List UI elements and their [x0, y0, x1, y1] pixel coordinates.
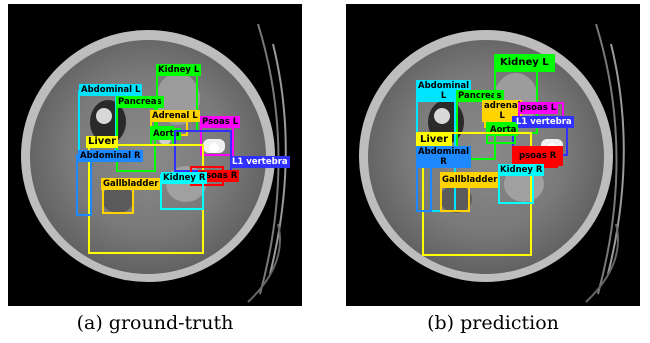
- liver-label: Liver: [416, 132, 453, 148]
- psoas-r-label: Psoas R: [198, 170, 240, 182]
- caption-prediction: (b) prediction: [427, 312, 559, 334]
- abdominal-r-label: Abdominal R: [416, 146, 472, 168]
- adrenal-l-label: Adrenal L: [150, 110, 200, 122]
- kidney-r-label: Kidney R: [161, 172, 208, 184]
- gallbladder-label: Gallbladder: [101, 178, 161, 190]
- l1-vertebra-label: L1 vertebra: [230, 156, 290, 168]
- ct-image-ground-truth: Abdominal L Pancreas Kidney L Adrenal L …: [8, 4, 302, 306]
- gallbladder-label: Gallbladder: [440, 172, 500, 188]
- liver-box: [422, 132, 532, 256]
- kidney-r-label: Kidney R: [498, 164, 545, 176]
- pancreas-label: Pancreas: [456, 90, 504, 102]
- psoas-l-label: Psoas L: [200, 116, 241, 128]
- abdominal-r-box: [76, 154, 92, 216]
- psoas-r-label: psoas R: [512, 146, 564, 166]
- l1-vertebra-label: L1 vertebra: [514, 116, 574, 128]
- caption-ground-truth: (a) ground-truth: [76, 312, 234, 334]
- liver-label: Liver: [86, 136, 119, 148]
- ct-image-prediction: Abdominal L Pancreas Kidney L adrenal L …: [346, 4, 640, 306]
- pancreas-label: Pancreas: [116, 96, 164, 108]
- kidney-l-label: Kidney L: [156, 64, 202, 76]
- abdominal-l-label: Abdominal L: [79, 84, 143, 96]
- psoas-l-label: psoas L: [518, 102, 559, 114]
- aorta-label: Aorta: [151, 128, 182, 140]
- kidney-l-label: Kidney L: [494, 54, 555, 72]
- abdominal-r-label: Abdominal R: [78, 150, 143, 162]
